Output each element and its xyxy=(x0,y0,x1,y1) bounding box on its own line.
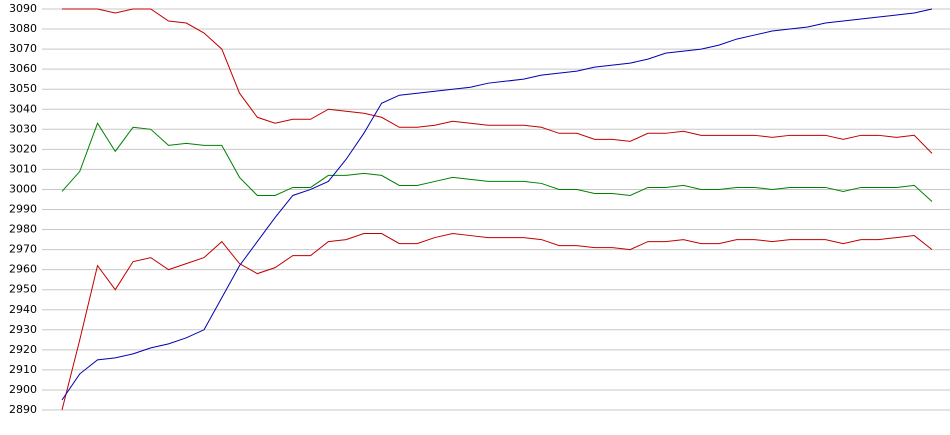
y-tick-label: 2940 xyxy=(9,303,37,316)
y-tick-label: 3090 xyxy=(9,2,37,15)
y-tick-label: 2970 xyxy=(9,243,37,256)
y-tick-label: 2950 xyxy=(9,283,37,296)
y-tick-label: 3050 xyxy=(9,82,37,95)
y-tick-label: 3020 xyxy=(9,142,37,155)
y-tick-label: 3060 xyxy=(9,62,37,75)
data-line xyxy=(61,233,933,411)
y-tick-label: 3080 xyxy=(9,22,37,35)
y-tick-label: 2960 xyxy=(9,263,37,276)
y-tick-label: 3030 xyxy=(9,122,37,135)
y-tick-label: 3040 xyxy=(9,102,37,115)
data-line xyxy=(61,122,933,202)
y-tick-label: 2930 xyxy=(9,323,37,336)
y-tick-label: 3070 xyxy=(9,42,37,55)
y-tick-label: 2980 xyxy=(9,223,37,236)
y-tick-label: 2900 xyxy=(9,383,37,396)
y-tick-label: 2890 xyxy=(9,403,37,416)
y-tick-label: 2910 xyxy=(9,363,37,376)
data-line xyxy=(62,8,933,154)
y-tick-label: 2920 xyxy=(9,343,37,356)
data-line xyxy=(61,8,933,401)
y-tick-label: 3000 xyxy=(9,182,37,195)
y-tick-label: 2990 xyxy=(9,203,37,216)
y-tick-label: 3010 xyxy=(9,162,37,175)
